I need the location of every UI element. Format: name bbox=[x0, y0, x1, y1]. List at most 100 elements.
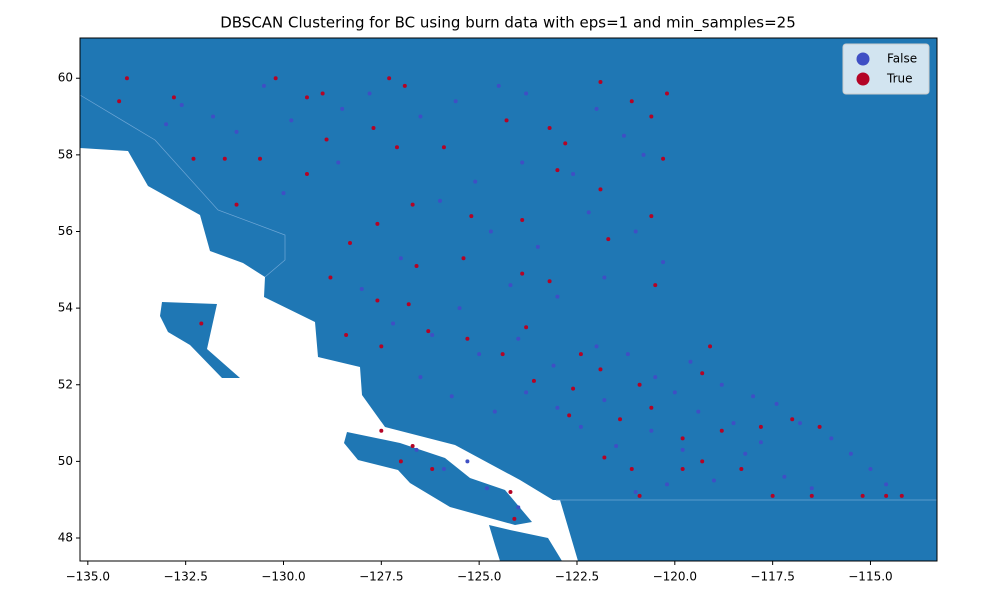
point bbox=[751, 394, 756, 399]
point bbox=[625, 352, 630, 357]
point bbox=[304, 172, 309, 177]
axes-frame bbox=[79, 37, 938, 562]
point bbox=[438, 198, 443, 203]
point bbox=[586, 210, 591, 215]
point bbox=[602, 275, 607, 280]
point bbox=[179, 103, 184, 108]
point bbox=[664, 482, 669, 487]
chart-title: DBSCAN Clustering for BC using burn data… bbox=[220, 14, 796, 33]
point bbox=[899, 493, 904, 498]
point bbox=[465, 459, 470, 464]
point bbox=[410, 202, 415, 207]
point bbox=[340, 106, 345, 111]
y-tick-label: 52 bbox=[58, 377, 73, 391]
point bbox=[633, 229, 638, 234]
point bbox=[320, 91, 325, 96]
point bbox=[884, 482, 889, 487]
point bbox=[790, 417, 795, 422]
x-tick-label: −132.5 bbox=[163, 570, 207, 584]
point bbox=[848, 451, 853, 456]
point bbox=[289, 118, 294, 123]
point bbox=[731, 421, 736, 426]
point bbox=[547, 126, 552, 131]
point bbox=[567, 413, 572, 418]
point bbox=[798, 421, 803, 426]
point bbox=[473, 179, 478, 184]
point bbox=[199, 321, 204, 326]
point bbox=[618, 417, 623, 422]
point bbox=[391, 321, 396, 326]
point bbox=[661, 260, 666, 265]
point bbox=[739, 467, 744, 472]
x-tick-label: −135.0 bbox=[66, 570, 110, 584]
point bbox=[653, 283, 658, 288]
point bbox=[449, 394, 454, 399]
point bbox=[465, 336, 470, 341]
point bbox=[117, 99, 122, 104]
point bbox=[402, 83, 407, 88]
x-tick-label: −117.5 bbox=[750, 570, 794, 584]
point bbox=[719, 382, 724, 387]
point bbox=[461, 256, 466, 261]
point bbox=[430, 332, 435, 337]
point bbox=[774, 401, 779, 406]
point bbox=[359, 286, 364, 291]
point bbox=[508, 490, 513, 495]
point bbox=[578, 424, 583, 429]
point bbox=[328, 275, 333, 280]
point bbox=[375, 298, 380, 303]
point bbox=[524, 390, 529, 395]
point bbox=[641, 152, 646, 157]
point bbox=[817, 424, 822, 429]
point bbox=[453, 99, 458, 104]
point bbox=[520, 160, 525, 165]
point bbox=[531, 378, 536, 383]
x-tick-label: −125.0 bbox=[457, 570, 501, 584]
point bbox=[234, 202, 239, 207]
point bbox=[508, 283, 513, 288]
x-tick-label: −115.0 bbox=[848, 570, 892, 584]
point bbox=[700, 459, 705, 464]
legend: False True bbox=[842, 43, 930, 95]
point bbox=[171, 95, 176, 100]
point bbox=[344, 332, 349, 337]
point bbox=[661, 156, 666, 161]
point bbox=[281, 191, 286, 196]
point bbox=[680, 467, 685, 472]
legend-label: False bbox=[887, 52, 917, 66]
point bbox=[492, 409, 497, 414]
point bbox=[633, 490, 638, 495]
x-tick-label: −120.0 bbox=[653, 570, 697, 584]
point bbox=[304, 95, 309, 100]
point bbox=[379, 344, 384, 349]
point bbox=[555, 168, 560, 173]
point bbox=[273, 76, 278, 81]
point bbox=[375, 221, 380, 226]
point bbox=[551, 363, 556, 368]
point bbox=[649, 405, 654, 410]
legend-marker bbox=[856, 52, 870, 66]
point bbox=[410, 444, 415, 449]
point bbox=[520, 217, 525, 222]
point bbox=[414, 263, 419, 268]
point bbox=[598, 187, 603, 192]
point bbox=[637, 382, 642, 387]
point bbox=[594, 106, 599, 111]
point bbox=[504, 118, 509, 123]
point bbox=[547, 279, 552, 284]
point bbox=[649, 428, 654, 433]
point bbox=[124, 76, 129, 81]
point bbox=[598, 80, 603, 85]
peninsula bbox=[489, 525, 562, 561]
legend-marker bbox=[856, 72, 870, 86]
point bbox=[680, 436, 685, 441]
point bbox=[672, 390, 677, 395]
point bbox=[484, 486, 489, 491]
point bbox=[477, 352, 482, 357]
point bbox=[164, 122, 169, 127]
point bbox=[649, 114, 654, 119]
point bbox=[602, 455, 607, 460]
point bbox=[524, 325, 529, 330]
point bbox=[379, 428, 384, 433]
